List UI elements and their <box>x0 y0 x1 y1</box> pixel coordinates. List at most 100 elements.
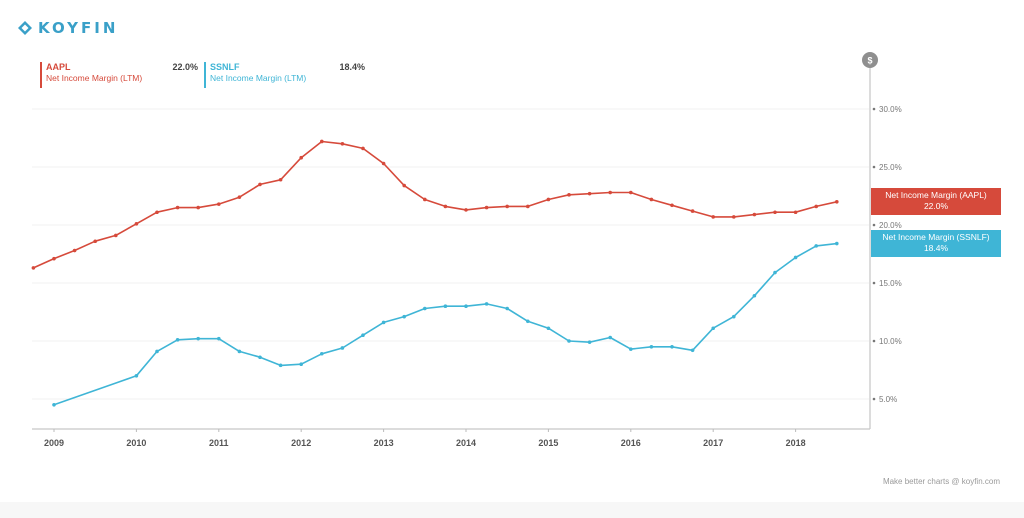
y-tick-label: 5.0% <box>879 395 897 404</box>
data-point <box>114 233 118 238</box>
data-point <box>793 255 798 260</box>
data-point <box>526 319 530 324</box>
data-point <box>814 204 818 209</box>
data-point <box>52 256 56 261</box>
currency-circle[interactable] <box>862 52 878 68</box>
x-tick-label: 2013 <box>374 438 394 448</box>
y-tick-mark <box>872 339 876 343</box>
data-point <box>31 266 36 270</box>
legend-metric: Net Income Margin (LTM) <box>210 73 307 83</box>
data-point <box>773 210 777 215</box>
data-point <box>443 304 448 309</box>
data-point <box>670 203 674 208</box>
legend-value: 22.0% <box>172 62 198 72</box>
data-point <box>649 197 654 202</box>
data-point <box>567 339 571 343</box>
badge-value: 18.4% <box>923 243 949 253</box>
data-point <box>835 200 839 204</box>
series-ssnlf <box>52 241 839 407</box>
y-tick-mark <box>872 165 876 169</box>
data-point <box>814 244 818 248</box>
x-tick-label: 2011 <box>209 438 229 448</box>
data-point <box>649 345 654 349</box>
data-point <box>361 146 365 151</box>
data-point <box>93 239 97 244</box>
x-tick-label: 2018 <box>786 438 806 448</box>
koyfin-logo: KOYFIN <box>18 19 118 37</box>
data-point <box>526 204 530 209</box>
data-point <box>629 347 633 351</box>
data-point <box>464 304 468 309</box>
legend-metric: Net Income Margin (LTM) <box>46 73 143 83</box>
data-point <box>299 155 304 160</box>
data-point <box>134 374 139 378</box>
data-point <box>732 314 736 319</box>
data-point <box>237 195 242 199</box>
data-point <box>299 362 304 367</box>
badge-label: Net Income Margin (SSNLF) <box>882 232 990 242</box>
brand-name: KOYFIN <box>38 19 119 37</box>
x-tick-label: 2009 <box>44 438 64 448</box>
data-point <box>381 320 386 325</box>
data-point <box>484 302 489 306</box>
data-point <box>155 210 159 215</box>
data-point <box>567 193 571 197</box>
data-point <box>72 248 77 253</box>
last-value-badge-ssnlf: Net Income Margin (SSNLF) 18.4% <box>871 230 1001 257</box>
data-point <box>217 202 221 206</box>
data-point <box>52 403 56 407</box>
legend-ticker: SSNLF <box>210 62 240 72</box>
data-point <box>587 340 592 344</box>
data-point <box>711 326 715 331</box>
data-point <box>237 349 242 354</box>
y-tick-label: 20.0% <box>879 221 902 230</box>
x-tick-label: 2016 <box>621 438 641 448</box>
data-point <box>670 345 674 349</box>
data-point <box>134 222 139 226</box>
series-aapl <box>31 139 839 270</box>
legend-ticker: AAPL <box>46 62 71 72</box>
data-point <box>629 190 633 195</box>
legend-item-ssnlf[interactable]: SSNLF Net Income Margin (LTM) 18.4% <box>204 62 365 88</box>
y-tick-label: 10.0% <box>879 337 902 346</box>
bottom-band <box>0 502 1024 518</box>
x-tick-label: 2017 <box>703 438 723 448</box>
data-point <box>402 183 407 188</box>
data-point <box>258 182 262 187</box>
series-layer <box>31 139 839 407</box>
x-tick-label: 2012 <box>291 438 311 448</box>
legend-item-aapl[interactable]: AAPL Net Income Margin (LTM) 22.0% <box>40 62 198 88</box>
series-line <box>33 140 837 269</box>
dollar-icon[interactable]: $ <box>867 56 872 66</box>
y-tick-label: 25.0% <box>879 163 902 172</box>
data-point <box>505 306 510 311</box>
data-point <box>587 191 592 196</box>
data-point <box>258 355 262 360</box>
axes: 5.0% 10.0% 15.0% 20.0% 25.0% 30.0% 2009 2010 201… <box>32 68 902 448</box>
data-point <box>155 349 159 354</box>
legend-color-bar <box>40 62 42 88</box>
currency-button[interactable]: $ <box>862 52 878 68</box>
data-point <box>773 270 777 275</box>
badge-value: 22.0% <box>923 201 949 211</box>
data-point <box>608 190 612 195</box>
data-point <box>484 205 489 210</box>
data-point <box>278 363 283 368</box>
data-point <box>217 336 221 341</box>
data-point <box>402 314 407 319</box>
data-point <box>690 348 695 353</box>
data-point <box>340 346 345 350</box>
x-tick-label: 2015 <box>538 438 558 448</box>
data-point <box>464 208 468 212</box>
last-value-badge-aapl: Net Income Margin (AAPL) 22.0% <box>871 188 1001 215</box>
data-point <box>752 212 757 217</box>
data-point <box>361 333 365 338</box>
data-point <box>546 197 551 202</box>
data-point <box>546 326 551 331</box>
data-point <box>690 209 695 213</box>
data-point <box>196 336 200 341</box>
footer-credit[interactable]: Make better charts @ koyfin.com <box>882 477 1000 486</box>
y-tick-mark <box>872 223 876 227</box>
data-point <box>278 177 283 182</box>
